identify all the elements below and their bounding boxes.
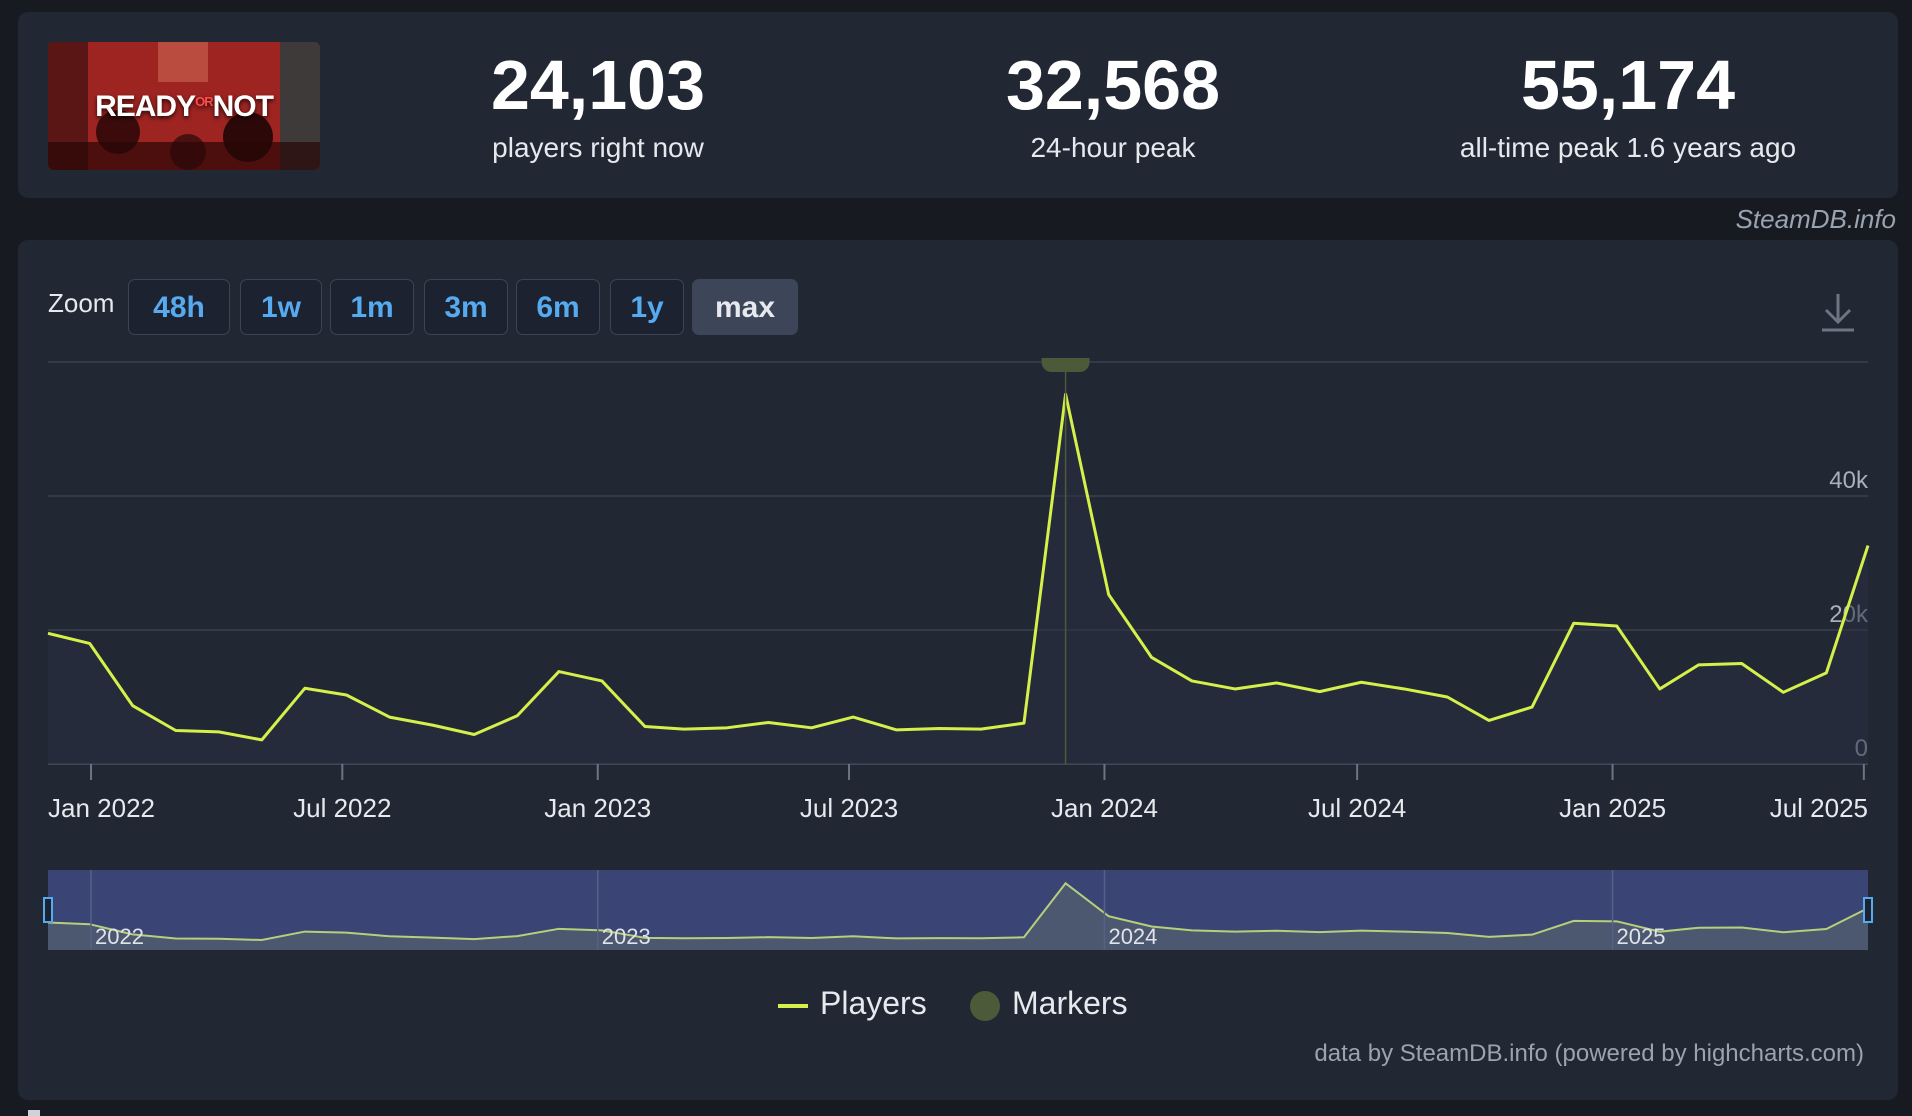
alltime-peak-label: all-time peak 1.6 years ago [1459, 132, 1797, 163]
markers-legend-dot-icon [970, 990, 1000, 1021]
current-players-value: 24,103 [490, 46, 706, 124]
players-legend-line-icon [778, 1003, 808, 1008]
game-cover-image[interactable]: READYORNOT [48, 42, 320, 170]
game-logo-text: READYORNOT [95, 90, 274, 123]
stat-current-players: 24,103 players right now [398, 42, 798, 168]
current-players-label: players right now [492, 132, 704, 163]
zoom-button-1w[interactable]: 1w [240, 279, 322, 335]
legend-players-label: Players [820, 985, 927, 1021]
stat-alltime-peak: 55,174 all-time peak 1.6 years ago [1418, 42, 1838, 168]
players-series[interactable] [46, 392, 1870, 764]
x-tick-label: Jan 2022 [48, 793, 155, 823]
zoom-button-48h[interactable]: 48h [128, 279, 230, 335]
navigator-area [48, 883, 1868, 950]
marker-badge[interactable] [1041, 358, 1090, 372]
peak24-value: 32,568 [1005, 46, 1221, 124]
legend-markers-label: Markers [1012, 985, 1128, 1021]
zoom-button-max[interactable]: max [692, 279, 798, 335]
download-icon[interactable] [1820, 292, 1856, 334]
legend-item-players[interactable]: Players [778, 985, 927, 1022]
steamdb-credit-top[interactable]: SteamDB.info [1735, 204, 1896, 234]
navigator-year-label: 2022 [95, 924, 144, 949]
x-tick-label: Jul 2023 [800, 793, 898, 823]
chart-credits[interactable]: data by SteamDB.info (powered by highcha… [1314, 1040, 1864, 1068]
partial-element [28, 1110, 40, 1116]
chart-credits-text: data by SteamDB.info (powered by highcha… [1314, 1040, 1864, 1067]
navigator-year-label: 2025 [1617, 924, 1666, 949]
navigator[interactable]: 2022 2023 2024 2025 [43, 870, 1873, 950]
x-tick-label: Jul 2025 [1770, 793, 1868, 823]
navigator-handle[interactable] [1863, 897, 1873, 923]
navigator-year-label: 2024 [1108, 924, 1157, 949]
game-cover-art [48, 42, 320, 170]
x-tick-label: Jul 2022 [293, 793, 391, 823]
zoom-label: Zoom [48, 288, 115, 318]
zoom-button-6m[interactable]: 6m [516, 279, 600, 335]
x-tick-label: Jan 2025 [1559, 793, 1666, 823]
navigator-handle[interactable] [43, 897, 53, 923]
zoom-button-1m[interactable]: 1m [330, 279, 414, 335]
x-tick-label: Jul 2024 [1308, 793, 1406, 823]
navigator-year-label: 2023 [602, 924, 651, 949]
chart-panel: Zoom 48h 1w 1m 3m 6m 1y max Jan 2022 Jul … [18, 240, 1898, 1100]
stat-24h-peak: 32,568 24-hour peak [913, 42, 1313, 168]
navigator-line [47, 881, 1869, 942]
players-area [48, 394, 1868, 764]
alltime-peak-value: 55,174 [1520, 46, 1736, 124]
player-count-chart[interactable]: Jan 2022 Jul 2022 Jan 2023 Jul 2023 Jan 2024… [18, 240, 1898, 1100]
stats-panel: READYORNOT 24,103 players right now 32,5… [18, 12, 1898, 198]
players-line[interactable] [47, 392, 1870, 742]
event-markers[interactable] [1041, 358, 1090, 764]
zoom-button-3m[interactable]: 3m [424, 279, 508, 335]
legend-item-markers[interactable]: Markers [970, 985, 1128, 1022]
zoom-button-1y[interactable]: 1y [610, 279, 684, 335]
x-tick-label: Jan 2023 [544, 793, 651, 823]
x-axis: Jan 2022 Jul 2022 Jan 2023 Jul 2023 Jan 2024… [48, 764, 1868, 823]
peak24-label: 24-hour peak [1030, 132, 1196, 163]
y-tick-label: 40k [1829, 467, 1869, 494]
x-tick-label: Jan 2024 [1051, 793, 1158, 823]
